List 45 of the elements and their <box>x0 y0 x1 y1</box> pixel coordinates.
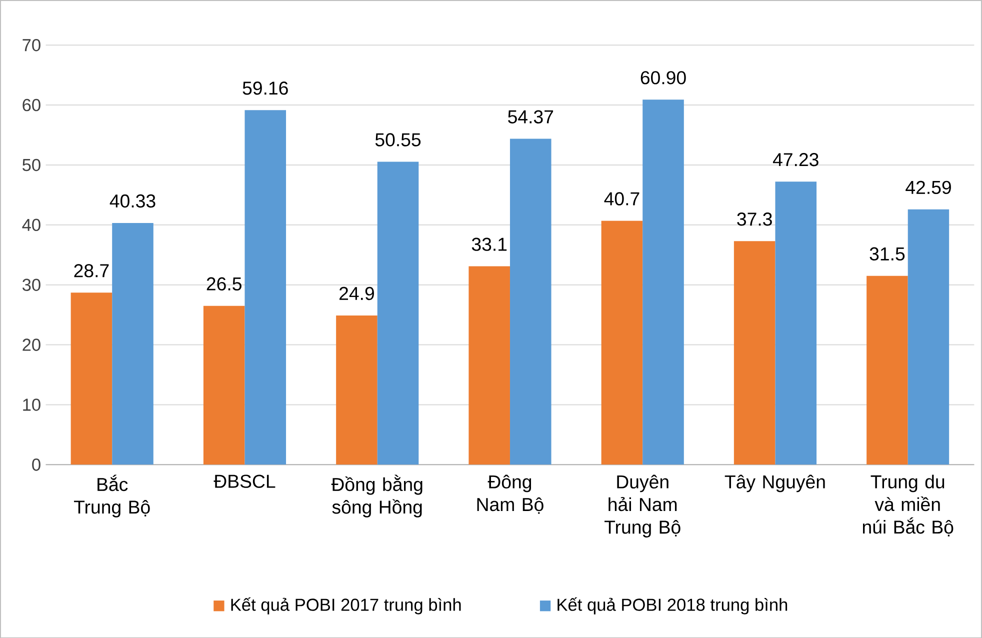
x-tick-label: Đông Nam Bộ <box>477 474 544 514</box>
bar <box>244 110 286 465</box>
bar <box>866 276 908 465</box>
bar <box>336 315 378 465</box>
x-tick-label: Tây Nguyên <box>724 474 825 492</box>
y-tick-label: 10 <box>23 398 40 411</box>
legend-label: Kết quả POBI 2018 trung bình <box>558 597 788 614</box>
data-label: 28.7 <box>74 264 109 278</box>
y-tick-label: 70 <box>22 38 40 52</box>
data-label: 50.55 <box>375 132 421 146</box>
legend-label: Kết quả POBI 2017 trung bình <box>231 597 461 614</box>
x-tick-label: Duyên hải Nam Trung Bộ <box>604 474 680 538</box>
x-tick-label: ĐBSCL <box>214 474 276 488</box>
bar <box>510 138 552 465</box>
data-label: 42.59 <box>906 180 951 194</box>
bar <box>112 222 154 465</box>
y-tick-label: 50 <box>22 158 40 171</box>
bar <box>203 306 245 465</box>
bar <box>642 99 684 465</box>
bar <box>601 220 643 465</box>
data-label: 31.5 <box>870 247 905 260</box>
data-label: 37.3 <box>737 212 772 226</box>
data-label: 54.37 <box>508 110 554 124</box>
bar <box>70 292 112 465</box>
y-tick-label: 40 <box>22 218 40 231</box>
data-label: 26.5 <box>206 277 242 290</box>
x-tick-label: Bắc Trung Bộ <box>74 474 150 518</box>
y-tick-label: 0 <box>32 458 40 471</box>
y-tick-label: 60 <box>22 98 40 112</box>
x-tick-label: Trung du và miền núi Bắc Bộ <box>862 474 954 536</box>
bar <box>377 162 419 465</box>
data-label: 47.23 <box>772 152 818 166</box>
data-label: 59.16 <box>242 81 288 95</box>
y-tick-label: 30 <box>22 278 40 291</box>
bar <box>734 240 776 465</box>
data-label: 40.33 <box>110 194 156 208</box>
x-tick-label: Đồng bằng sông Hồng <box>331 474 422 518</box>
data-label: 33.1 <box>472 238 507 251</box>
data-label: 40.7 <box>604 192 640 206</box>
data-label: 24.9 <box>340 286 374 300</box>
y-tick-label: 20 <box>22 338 40 351</box>
bar <box>775 181 817 465</box>
bar <box>468 266 510 465</box>
data-label: 60.90 <box>640 70 686 84</box>
bar <box>908 209 950 465</box>
